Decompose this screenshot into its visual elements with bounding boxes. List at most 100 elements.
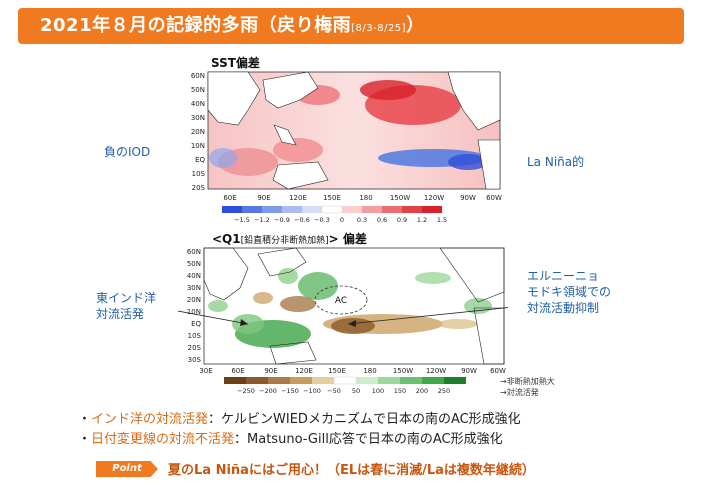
q1-lat-label: 50N xyxy=(187,260,201,268)
annotation-east-indian-line1: 東インド洋 xyxy=(96,291,157,305)
arrow-elnino-head xyxy=(348,320,356,327)
sst-lon-label: 150W xyxy=(390,194,410,202)
q1-lon-label: 60W xyxy=(490,367,506,375)
bullet-item-dateline: ・日付変更線の対流不活発：Matsuno-Gill応答で日本の南のAC形成強化 xyxy=(78,430,521,450)
sst-cbar-tick: −1.2 xyxy=(254,216,270,224)
q1-cbar-tick: −150 xyxy=(281,387,299,395)
q1-lon-label: 60E xyxy=(231,367,244,375)
legend-note-line2: →対流活発 xyxy=(500,388,539,397)
q1-cbar-tick: 150 xyxy=(394,387,406,395)
legend-note-line1: →非断熱加熱大 xyxy=(500,377,555,386)
arrow-elnino xyxy=(347,307,508,325)
sst-panel-title: SST偏差 xyxy=(211,56,260,70)
banner-close: ） xyxy=(406,15,425,36)
arrow-east-indian-head xyxy=(240,319,248,326)
bullet-text: ：Matsuno-Gill応答で日本の南のAC形成強化 xyxy=(234,432,503,447)
q1-lat-labels: 60N 50N 40N 30N 20N 10N EQ 10S 20S 30S xyxy=(187,248,202,364)
bullet-mark: ・ xyxy=(78,432,92,447)
q1-cbar-tick: 50 xyxy=(352,387,360,395)
q1-panel-title: <Q1[鉛直積分非断熱加熱]> 偏差 xyxy=(212,230,367,247)
annotation-east-indian-line2: 対流活発 xyxy=(96,307,145,321)
title-banner: 2021年８月の記録的多雨（戻り梅雨[8/3-8/25]） xyxy=(18,8,684,44)
q1-lon-label: 150W xyxy=(393,367,413,375)
bullet-mark: ・ xyxy=(78,412,92,427)
q1-lon-label: 150E xyxy=(328,367,346,375)
q1-colorbar xyxy=(224,376,466,385)
q1-lat-label: 10S xyxy=(188,332,202,340)
q1-lon-labels: 30E 60E 90E 120E 150E 180 150W 120W 90W … xyxy=(199,367,506,375)
q1-lat-label: 20S xyxy=(188,344,202,352)
sst-colorbar xyxy=(222,205,442,214)
annotation-elnino-line2: モドキ領域での xyxy=(527,285,612,299)
sst-cbar-tick: 1.2 xyxy=(417,216,427,224)
sst-lon-label: 120W xyxy=(424,194,444,202)
sst-colorbar-ticks: −1.5 −1.2 −0.9 −0.6 −0.3 0 0.3 0.6 0.9 1… xyxy=(234,216,447,224)
sst-cbar-tick: 0.3 xyxy=(357,216,367,224)
sst-lat-label: 60N xyxy=(191,72,205,80)
q1-lat-label: EQ xyxy=(191,320,201,328)
sst-cbar-tick: 0.6 xyxy=(377,216,387,224)
sst-lat-label: 20S xyxy=(192,184,206,192)
colorbar-legend-note: →非断熱加熱大 →対流活発 xyxy=(500,376,555,398)
q1-lat-label: 40N xyxy=(187,272,201,280)
q1-lon-label: 180 xyxy=(363,367,376,375)
sst-cbar-tick: −0.3 xyxy=(314,216,330,224)
q1-cbar-tick: −50 xyxy=(327,387,341,395)
sst-cbar-tick: −0.6 xyxy=(294,216,310,224)
q1-lat-label: 30S xyxy=(188,356,202,364)
bullet-highlight: 日付変更線の対流不活発 xyxy=(91,432,235,447)
q1-lon-label: 30E xyxy=(199,367,212,375)
q1-lat-label: 20N xyxy=(187,296,201,304)
bullet-text: ：ケルビンWIEDメカニズムで日本の南のAC形成強化 xyxy=(208,412,521,427)
sst-lon-label: 180 xyxy=(359,194,372,202)
annotation-elnino-line1: エルニーニョ xyxy=(527,269,600,283)
q1-title-small: [鉛直積分非断熱加熱] xyxy=(240,236,329,246)
sst-lon-label: 150E xyxy=(323,194,341,202)
sst-lon-label: 90W xyxy=(460,194,476,202)
sst-lon-label: 90E xyxy=(257,194,270,202)
sst-lon-label: 60W xyxy=(486,194,502,202)
sst-lon-label: 120E xyxy=(289,194,307,202)
sst-cbar-tick: −1.5 xyxy=(234,216,250,224)
bullet-highlight: インド洋の対流活発 xyxy=(91,412,209,427)
sst-lat-label: 10S xyxy=(192,170,206,178)
q1-title-suffix: > 偏差 xyxy=(328,232,367,246)
sst-lat-label: 20N xyxy=(191,128,205,136)
q1-cbar-tick: −200 xyxy=(259,387,277,395)
q1-lon-label: 120E xyxy=(295,367,313,375)
annotation-negative-iod: 負のIOD xyxy=(104,145,151,159)
q1-lat-label: 10N xyxy=(187,308,201,316)
annotation-elnino-modoki: エルニーニョ モドキ領域での 対流活動抑制 xyxy=(527,268,611,316)
sst-cbar-tick: 0 xyxy=(340,216,344,224)
sst-lon-labels: 60E 90E 120E 150E 180 150W 120W 90W 60W xyxy=(223,194,502,202)
sst-lat-label: 40N xyxy=(191,100,205,108)
q1-title-prefix: <Q1 xyxy=(212,232,241,246)
ac-label: AC xyxy=(335,296,347,306)
sst-cbar-tick: 0.9 xyxy=(397,216,407,224)
sst-lat-labels: 60N 50N 40N 30N 20N 10N EQ 10S 20S xyxy=(191,72,206,192)
annotation-east-indian-ocean: 東インド洋 対流活発 xyxy=(96,290,156,322)
q1-lon-label: 90E xyxy=(264,367,277,375)
sst-lat-label: 30N xyxy=(191,114,205,122)
annotation-elnino-line3: 対流活動抑制 xyxy=(527,301,600,315)
q1-cbar-tick: 100 xyxy=(372,387,384,395)
q1-lat-label: 60N xyxy=(187,248,201,256)
point-badge: Point xyxy=(96,461,158,477)
banner-period: [8/3-8/25] xyxy=(351,23,407,34)
q1-cbar-tick: −100 xyxy=(303,387,321,395)
banner-title: 2021年８月の記録的多雨（戻り梅雨 xyxy=(40,15,352,36)
bullet-list: ・インド洋の対流活発：ケルビンWIEDメカニズムで日本の南のAC形成強化 ・日付… xyxy=(78,410,521,450)
q1-colorbar-ticks: −250 −200 −150 −100 −50 50 100 150 200 2… xyxy=(237,387,450,395)
sst-map: 60N 50N 40N 30N 20N 10N EQ 10S 20S 60E 9… xyxy=(191,71,502,224)
sst-lat-label: EQ xyxy=(195,156,205,164)
q1-cbar-tick: 200 xyxy=(416,387,428,395)
arrow-east-indian xyxy=(178,310,249,325)
annotation-la-nina: La Niña的 xyxy=(527,155,585,169)
q1-cbar-tick: 250 xyxy=(438,387,450,395)
q1-lon-label: 120W xyxy=(426,367,446,375)
ac-circle xyxy=(314,285,368,315)
sst-cbar-tick: 1.5 xyxy=(437,216,447,224)
sst-lat-label: 50N xyxy=(191,86,205,94)
q1-lon-label: 90W xyxy=(461,367,477,375)
sst-cbar-tick: −0.9 xyxy=(274,216,290,224)
